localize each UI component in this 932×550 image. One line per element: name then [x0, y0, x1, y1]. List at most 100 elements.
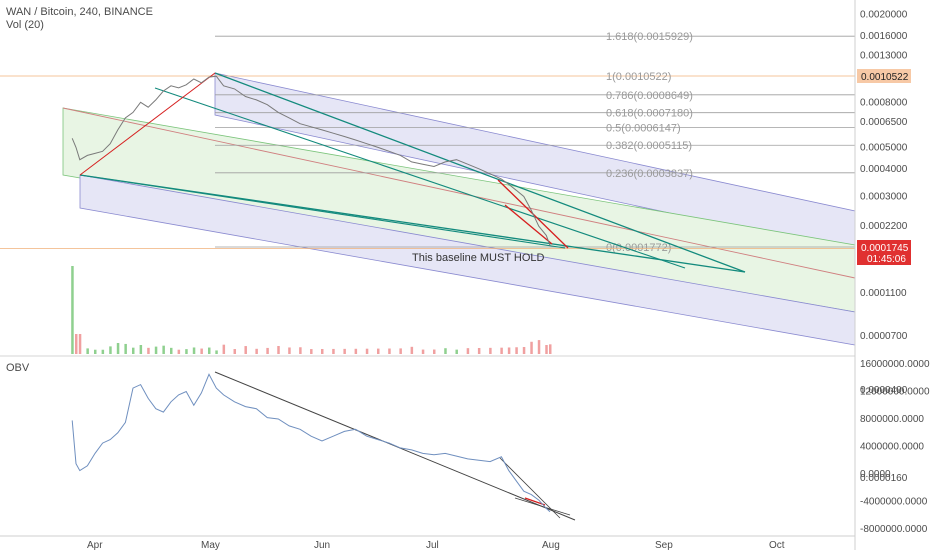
last-price-badge [857, 240, 911, 265]
volume-bar [71, 266, 74, 354]
teal-trendlines [79, 72, 746, 273]
obv-wedge-line-upper [499, 457, 561, 519]
obv-series-line [71, 373, 551, 513]
obv-wedge-line-lower [514, 497, 571, 516]
volume-bar [192, 347, 196, 354]
price-tick-label: 0.0008000 [860, 97, 908, 108]
price-tick-label: 0.0000160 [860, 473, 908, 484]
volume-bar [549, 344, 552, 354]
volume-bar [537, 340, 541, 354]
price-tick-label: 0.0020000 [860, 9, 908, 20]
volume-bar [388, 348, 391, 354]
obv-tick-label: 16000000.0000 [860, 359, 930, 370]
fib-level-label: 0(0.0001772) [606, 242, 671, 254]
pitchfork-bands [62, 72, 856, 346]
red-line-left-rise [79, 72, 216, 176]
time-tick-label: Jul [426, 540, 439, 550]
volume-bar [101, 349, 105, 354]
obv-tick-label: 12000000.0000 [860, 387, 930, 398]
volume-bar [410, 346, 414, 354]
volume-bar [500, 347, 503, 354]
high-price-badge-text: 0.0010522 [861, 72, 909, 83]
volume-bar [116, 343, 120, 354]
fib-level-label: 1.618(0.0015929) [606, 31, 693, 43]
volume-bar [154, 346, 158, 354]
fibonacci-retracement: 1.618(0.0015929) 1(0.0010522) 0.786(0.0008… [0, 31, 855, 254]
obv-tick-label: -8000000.0000 [860, 524, 928, 535]
volume-bar [244, 346, 247, 354]
countdown-text: 01:45:06 [867, 254, 906, 265]
price-scale[interactable]: 0.0020000 0.0016000 0.0013000 0.0008000 0.00… [860, 9, 908, 483]
volume-bar [321, 349, 324, 354]
volume-bar [132, 347, 135, 354]
time-axis[interactable]: Apr May Jun Jul Aug Sep Oct [87, 540, 785, 550]
fib-level-label: 0.618(0.0007180) [606, 108, 693, 120]
time-tick-label: Aug [542, 540, 560, 550]
volume-indicator-label: Vol (20) [6, 19, 44, 31]
volume-bar [310, 349, 313, 354]
teal-line-upper [214, 72, 746, 273]
fib-level-label: 0.236(0.0003837) [606, 168, 693, 180]
price-tick-label: 0.0001100 [860, 288, 907, 299]
volume-bar [200, 348, 203, 354]
volume-bar [124, 343, 127, 354]
symbol-title: WAN / Bitcoin, 240, BINANCE [6, 6, 153, 18]
price-tick-label: 0.0006500 [860, 117, 908, 128]
volume-bar [377, 348, 380, 354]
obv-indicator-label: OBV [6, 362, 30, 374]
volume-bar [94, 349, 97, 354]
volume-bar [507, 347, 511, 354]
time-tick-label: Jun [314, 540, 330, 550]
price-tick-label: 0.0005000 [860, 142, 908, 153]
volume-bar [444, 348, 447, 354]
volume-bar [399, 348, 402, 354]
time-tick-label: Sep [655, 540, 673, 550]
volume-bar [433, 349, 436, 354]
volume-bar [162, 345, 165, 354]
volume-bar [477, 348, 481, 354]
volume-bar [332, 348, 335, 354]
volume-bar [78, 334, 82, 354]
obv-tick-label: 8000000.0000 [860, 414, 924, 425]
obv-tick-label: 4000000.0000 [860, 442, 924, 453]
volume-bar [530, 341, 533, 354]
obv-scale[interactable]: 16000000.0000 12000000.0000 8000000.0000 40… [860, 359, 930, 535]
price-series-line [71, 75, 551, 246]
volume-bar [139, 345, 143, 354]
obv-tick-label: -4000000.0000 [860, 497, 928, 508]
volume-bar [266, 347, 269, 354]
fib-level-label: 0.382(0.0005115) [606, 140, 692, 152]
volume-bar [545, 345, 548, 354]
volume-bar [185, 349, 188, 354]
volume-bar [255, 348, 258, 354]
teal-line-lower [79, 174, 566, 249]
volume-bar [365, 348, 369, 354]
volume-bar [222, 344, 226, 354]
volume-bar [343, 348, 346, 354]
volume-bar [177, 349, 181, 354]
volume-bar [455, 349, 458, 354]
volume-bar [299, 347, 302, 354]
volume-bar [277, 346, 280, 354]
price-tick-label: 0.0004000 [860, 164, 908, 175]
volume-bar [489, 347, 492, 354]
volume-bar [288, 347, 291, 354]
fib-level-label: 0.786(0.0008649) [606, 90, 693, 102]
red-line-wedge-bottom [504, 204, 553, 245]
volume-bar [354, 348, 358, 354]
price-tick-label: 0.0016000 [860, 31, 908, 42]
volume-bar [109, 346, 112, 354]
volume-bar [75, 334, 78, 354]
volume-bar [522, 347, 526, 354]
volume-bars [71, 266, 552, 354]
high-price-badge [857, 69, 911, 83]
obv-tick-label: 0.0000 [860, 469, 891, 480]
volume-bar [466, 348, 470, 354]
price-tick-label: 0.0002200 [860, 221, 908, 232]
volume-bar [421, 349, 425, 354]
time-tick-label: Apr [87, 540, 103, 550]
pitchfork-median-line [62, 107, 856, 279]
price-tick-label: 0.0000400 [860, 385, 908, 396]
volume-bar [215, 350, 218, 354]
